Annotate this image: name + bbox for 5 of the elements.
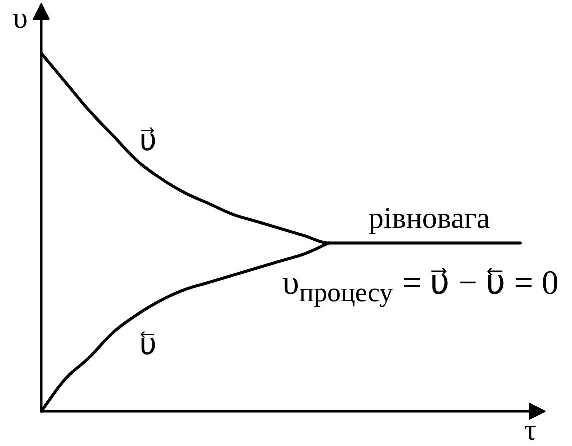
annotation: рівновага — [368, 202, 490, 235]
series-label: υ⃖ — [140, 328, 157, 362]
series-label: υ⃗ — [140, 124, 157, 158]
x-axis-title: τ — [524, 414, 537, 446]
y-axis-title: υ — [13, 2, 28, 35]
